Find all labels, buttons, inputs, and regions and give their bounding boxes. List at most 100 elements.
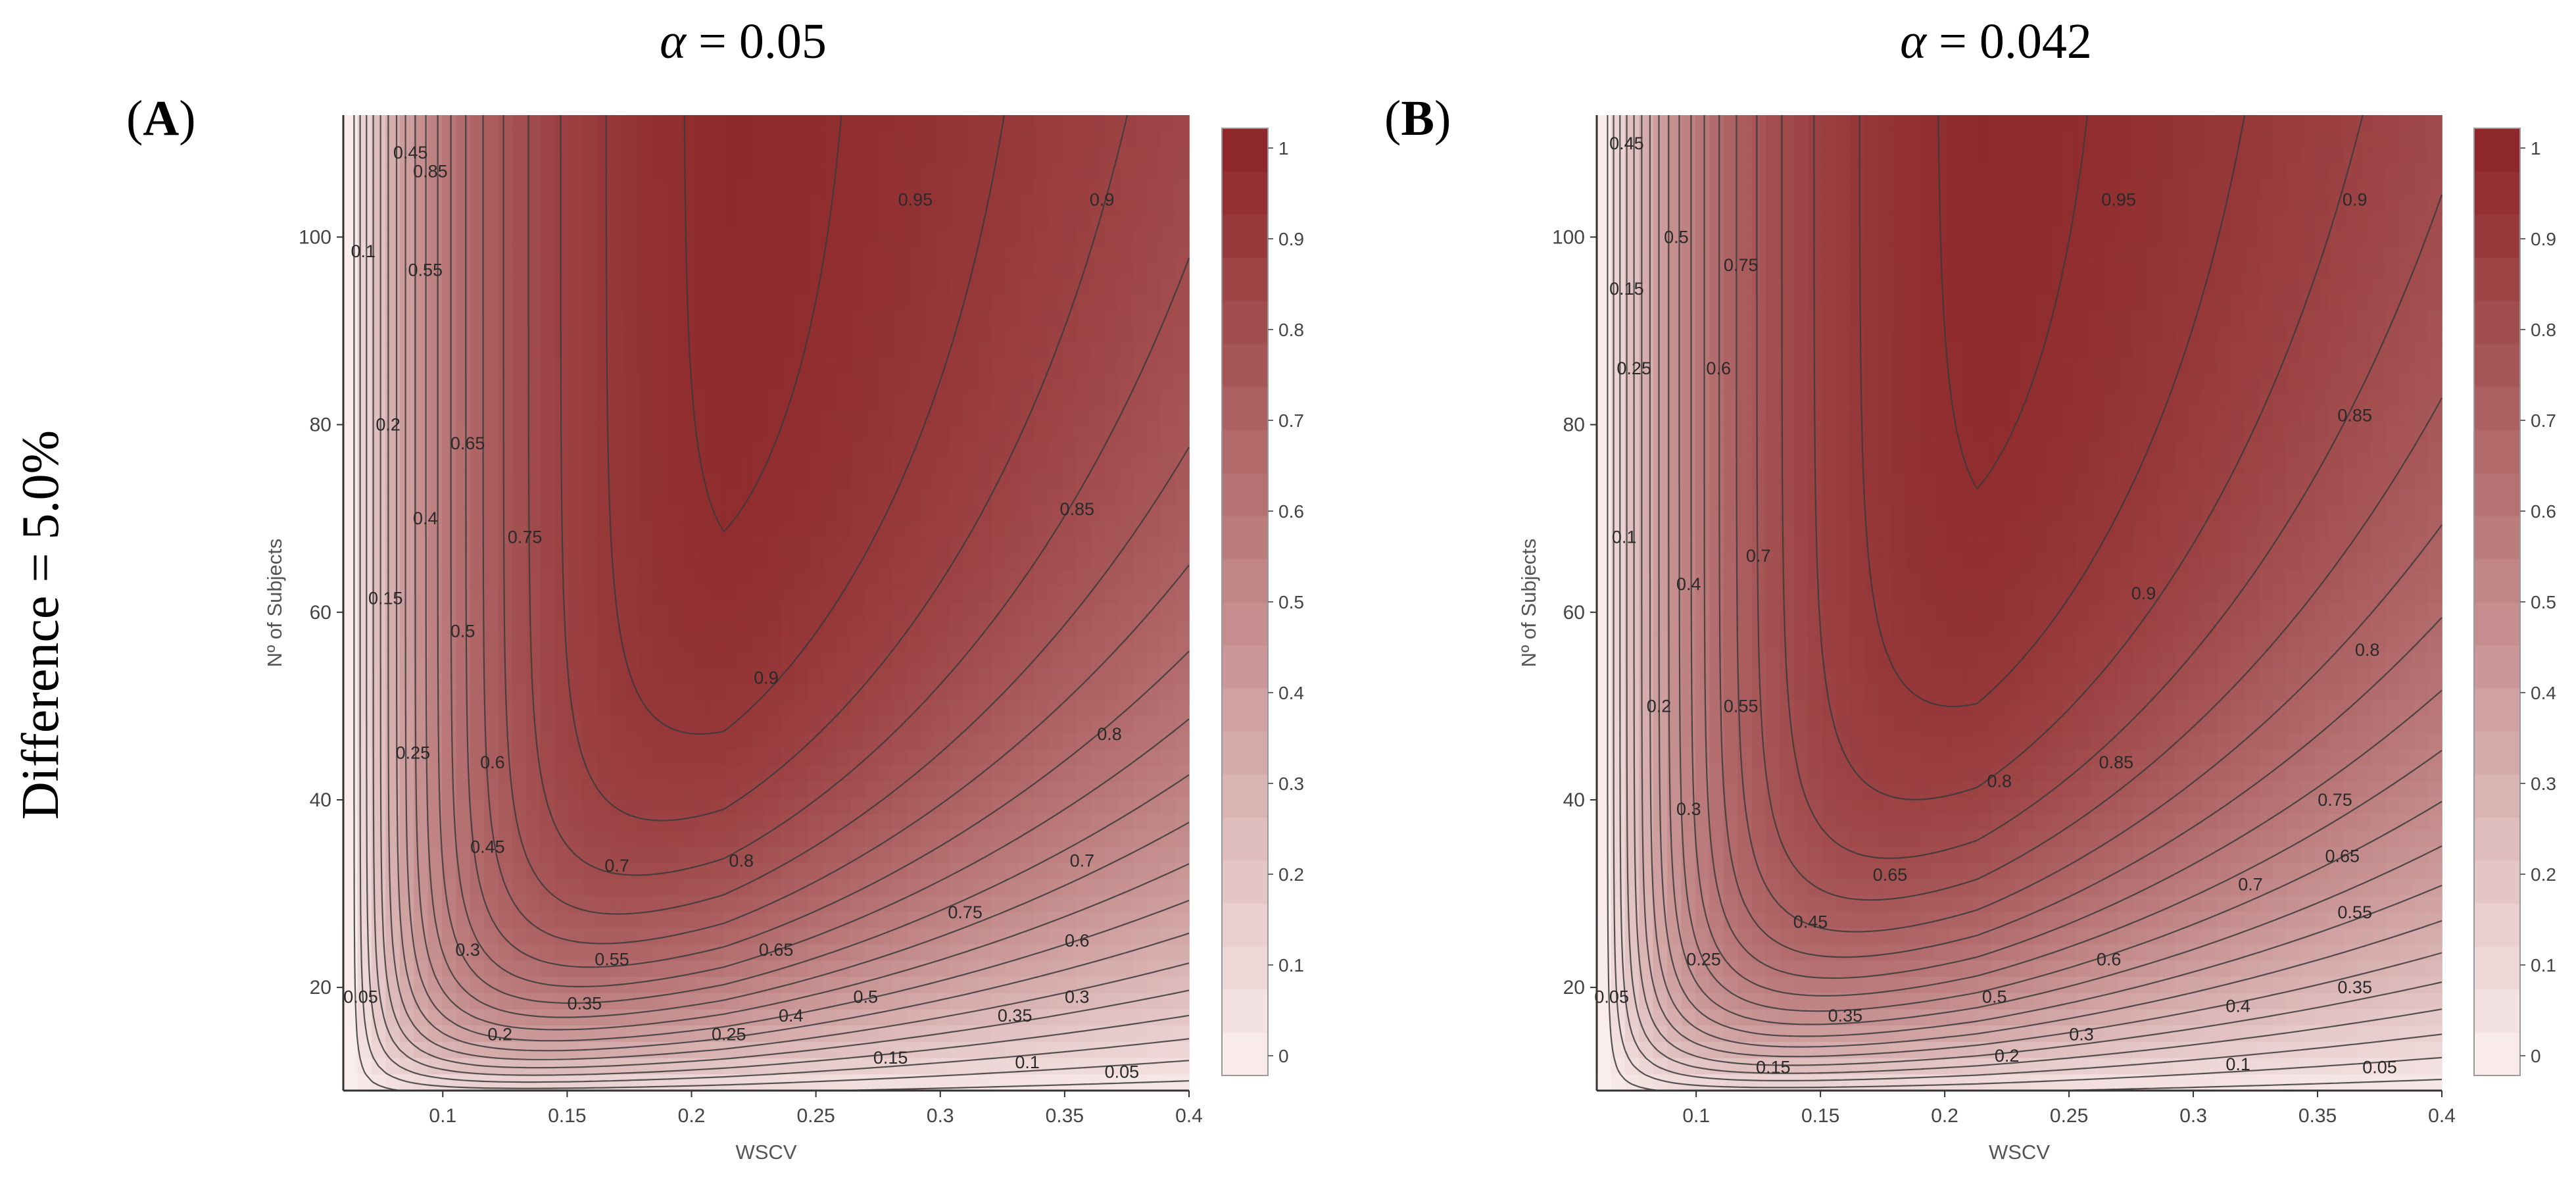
heat-cell <box>1048 830 1063 847</box>
heat-cell <box>1738 1025 1753 1043</box>
heat-cell <box>1048 977 1063 994</box>
heat-cell <box>653 229 668 246</box>
heat-cell <box>668 278 683 295</box>
heat-cell <box>1597 212 1612 230</box>
heat-cell <box>1132 456 1148 474</box>
heat-cell <box>1878 749 1893 766</box>
heat-cell <box>1090 489 1106 506</box>
heat-cell <box>1738 115 1753 132</box>
heat-cell <box>653 879 668 897</box>
heat-cell <box>611 358 626 376</box>
heat-cell <box>794 521 810 539</box>
heat-cell <box>1624 668 1640 685</box>
heat-cell <box>1836 1058 1851 1075</box>
heat-cell <box>1681 651 1696 669</box>
heat-cell <box>865 798 880 815</box>
heat-cell <box>850 619 865 636</box>
heat-cell <box>1793 278 1809 295</box>
heat-cell <box>1175 358 1190 376</box>
heat-cell <box>1709 749 1724 766</box>
heat-cell <box>526 293 541 311</box>
heat-cell <box>1836 1009 1851 1026</box>
heat-cell <box>596 619 612 636</box>
heat-cell <box>1175 326 1190 343</box>
heat-cell <box>949 521 964 539</box>
heat-cell <box>427 196 443 214</box>
heat-cell <box>1048 310 1063 328</box>
heat-cell <box>1597 668 1612 685</box>
heat-cell <box>653 310 668 328</box>
heat-cell <box>1681 668 1696 685</box>
heat-cell <box>1090 847 1106 864</box>
heat-cell <box>963 927 979 945</box>
heat-cell <box>921 1025 936 1043</box>
heat-cell <box>668 180 683 197</box>
heat-cell <box>1822 164 1837 181</box>
heat-cell <box>456 586 471 604</box>
heat-cell <box>1822 212 1837 230</box>
heat-cell <box>879 603 894 620</box>
heat-cell <box>442 830 457 847</box>
heat-cell <box>583 814 598 831</box>
heat-cell <box>1076 1025 1091 1043</box>
heat-cell <box>1161 765 1176 783</box>
heat-cell <box>1104 781 1119 799</box>
heat-cell <box>991 180 1007 197</box>
heat-cell <box>1667 326 1682 343</box>
heat-cell <box>1062 879 1077 897</box>
heat-cell <box>1738 830 1753 847</box>
heat-cell <box>1062 651 1077 669</box>
heat-cell <box>1878 131 1893 149</box>
heat-cell <box>1076 407 1091 425</box>
heat-cell <box>427 944 443 961</box>
heat-cell <box>583 960 598 977</box>
heat-cell <box>596 261 612 278</box>
heat-cell <box>752 293 767 311</box>
heat-cell <box>512 635 527 653</box>
heat-cell <box>822 733 837 750</box>
heat-cell <box>399 505 414 522</box>
heat-cell <box>991 1058 1007 1075</box>
heat-cell <box>695 814 710 831</box>
heat-cell <box>1076 586 1091 604</box>
heat-cell <box>1709 554 1724 571</box>
heat-cell <box>526 343 541 360</box>
heat-cell <box>414 196 429 214</box>
heat-cell <box>1793 229 1809 246</box>
heat-cell <box>1175 229 1190 246</box>
heat-cell <box>1653 310 1668 328</box>
heat-cell <box>1076 180 1091 197</box>
heat-cell <box>596 472 612 490</box>
heat-cell <box>1090 505 1106 522</box>
heat-cell <box>1709 733 1724 750</box>
heat-cell <box>625 927 640 945</box>
heat-cell <box>1048 489 1063 506</box>
heat-cell <box>752 424 767 441</box>
heat-cell <box>710 278 725 295</box>
heat-cell <box>991 293 1007 311</box>
heat-cell <box>1864 131 1880 149</box>
heat-cell <box>611 847 626 864</box>
heat-cell <box>780 115 795 132</box>
heat-cell <box>963 798 979 815</box>
heat-cell <box>963 489 979 506</box>
heat-cell <box>1019 180 1034 197</box>
heat-cell <box>1709 1025 1724 1043</box>
heat-cell <box>1132 261 1148 278</box>
heat-cell <box>1681 293 1696 311</box>
heat-cell <box>456 456 471 474</box>
heat-cell <box>1104 977 1119 994</box>
heat-cell <box>822 1009 837 1026</box>
heat-cell <box>668 1041 683 1059</box>
heat-cell <box>1808 668 1823 685</box>
heat-cell <box>766 164 781 181</box>
heat-cell <box>1611 895 1626 912</box>
heat-cell <box>639 164 654 181</box>
heat-cell <box>568 521 584 539</box>
heat-cell <box>865 407 880 425</box>
heat-cell <box>1667 229 1682 246</box>
heat-cell <box>526 505 541 522</box>
heat-cell <box>1793 147 1809 164</box>
heat-cell <box>695 765 710 783</box>
heat-cell <box>512 749 527 766</box>
